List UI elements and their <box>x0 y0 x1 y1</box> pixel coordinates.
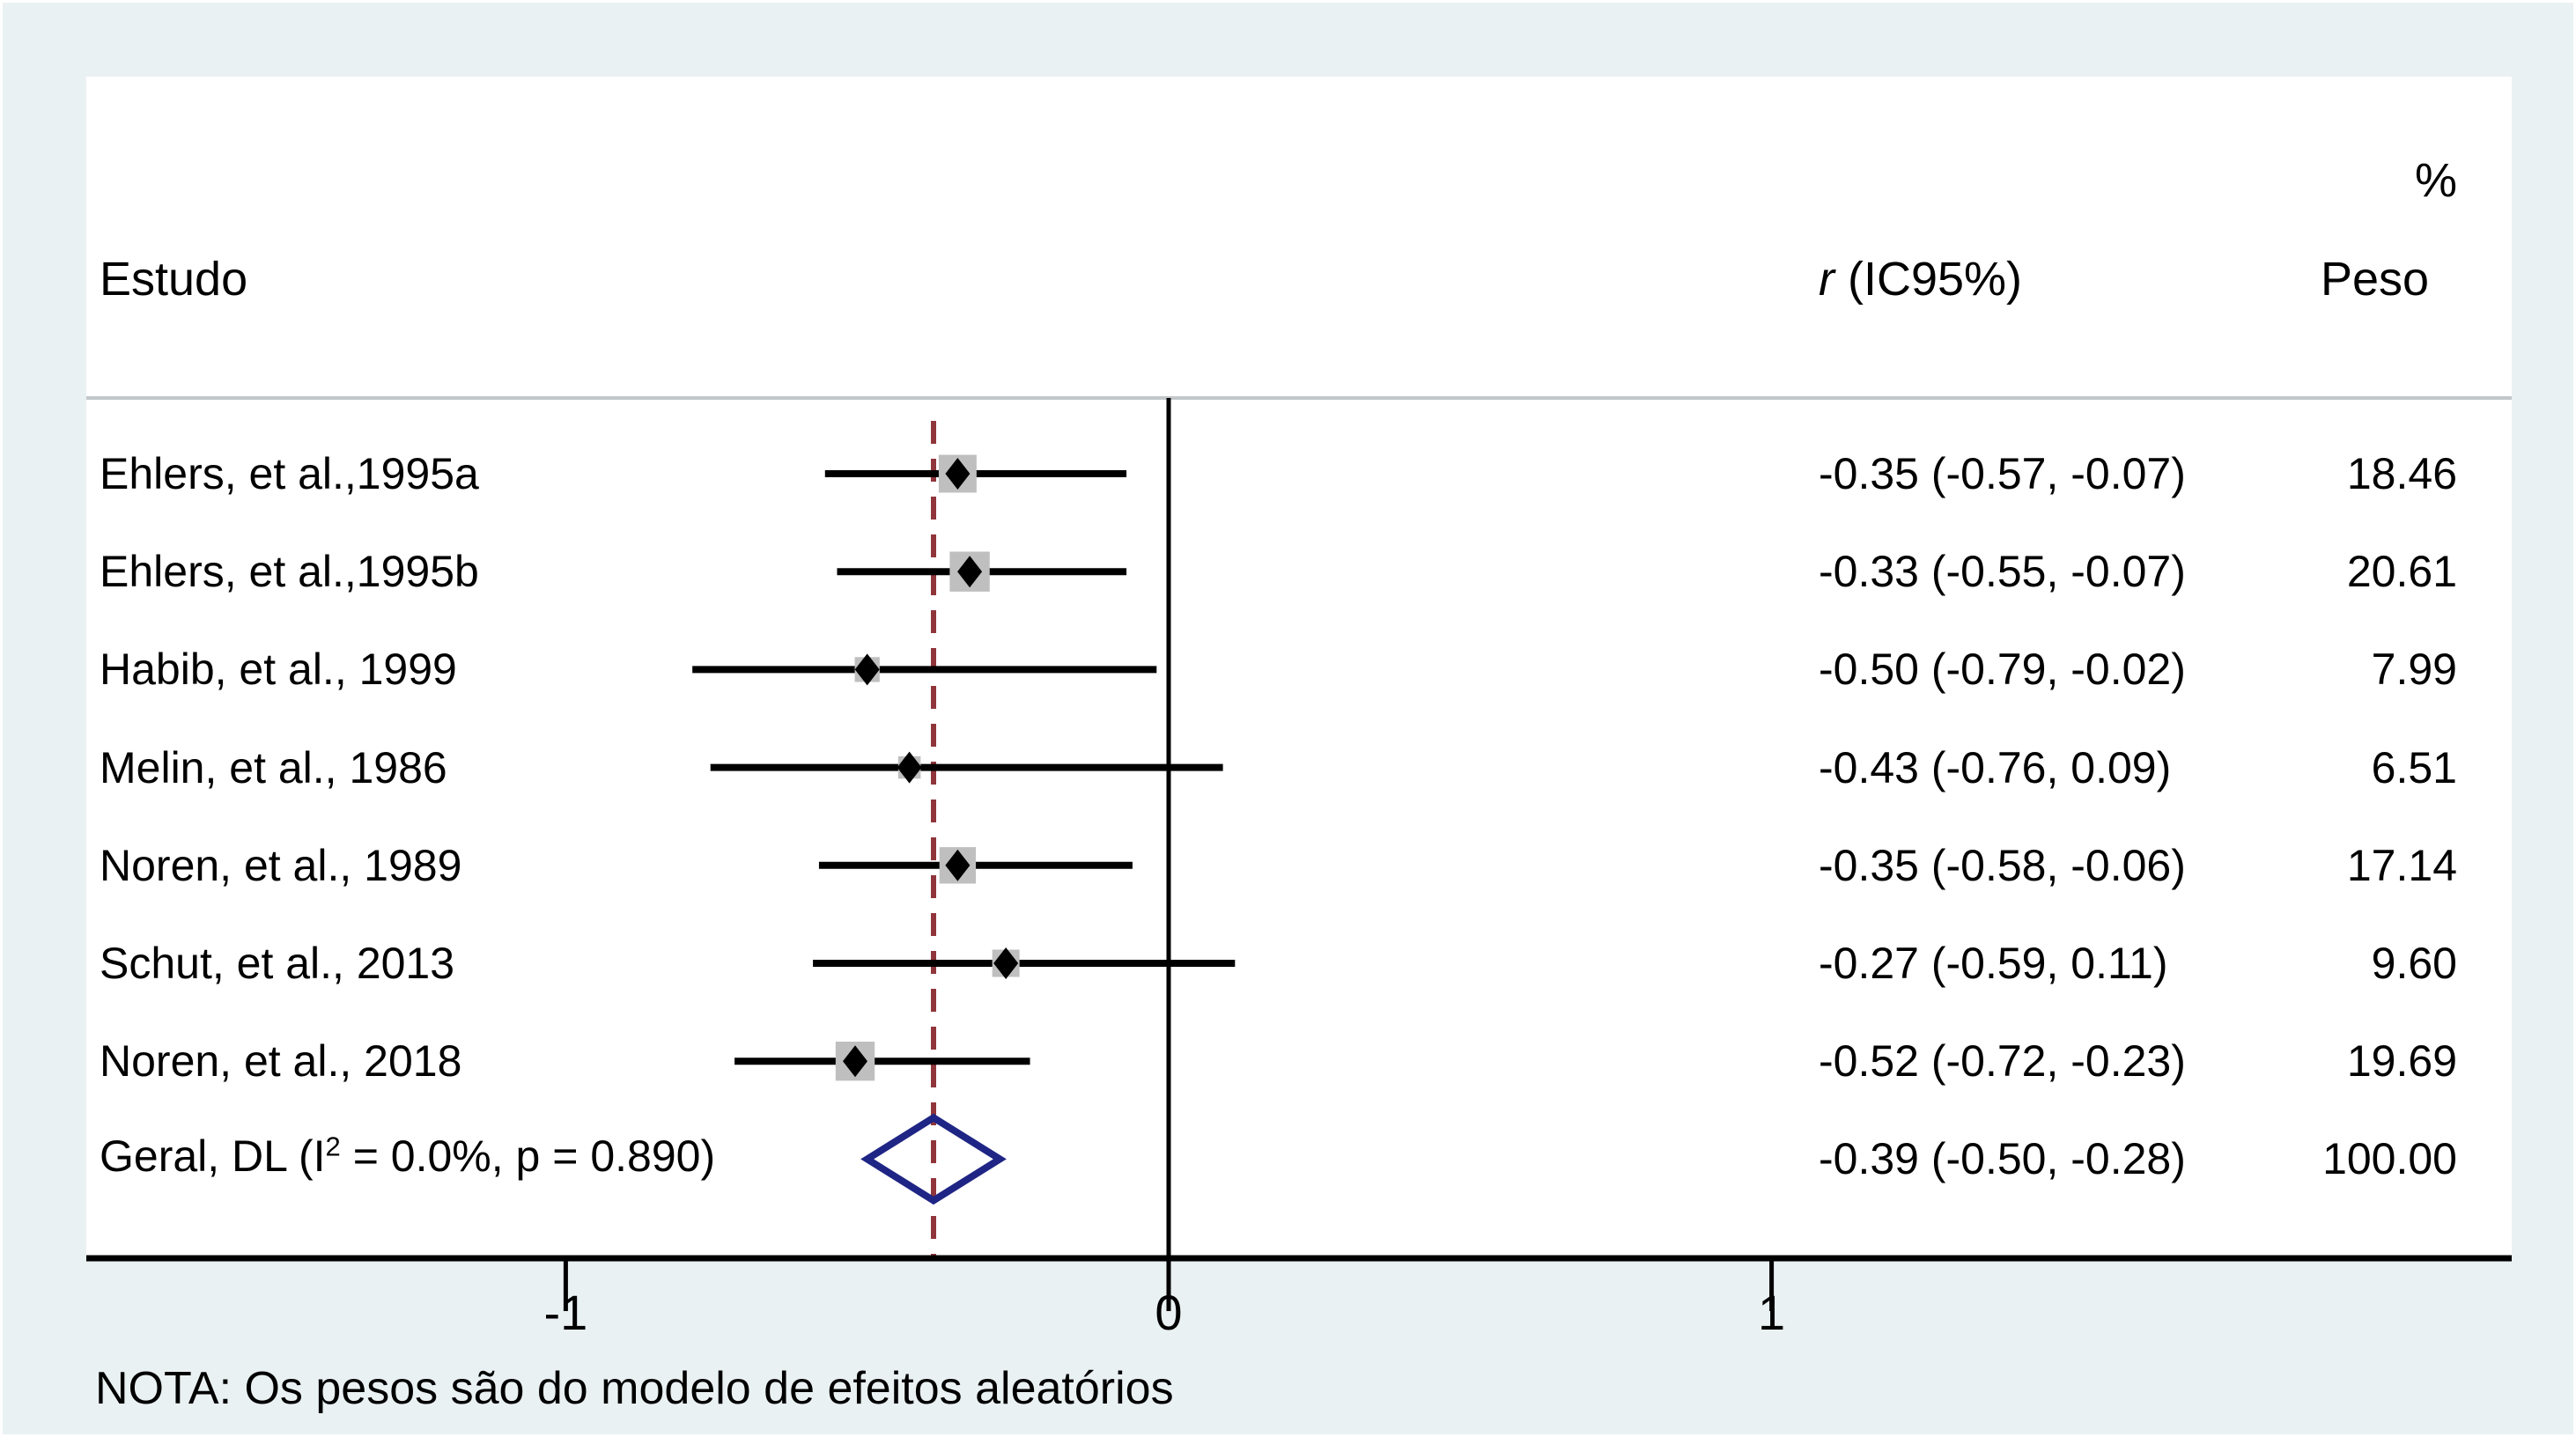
study-label: Melin, et al., 1986 <box>100 742 447 792</box>
estimate-ci-value: -0.50 (-0.79, -0.02) <box>1819 645 2186 695</box>
column-header-effect-rest: (IC95%) <box>1834 253 2023 306</box>
estimate-ci-value: -0.35 (-0.58, -0.06) <box>1819 840 2186 890</box>
weight-value: 19.69 <box>2346 1036 2457 1087</box>
weight-value: 20.61 <box>2346 547 2457 597</box>
study-label: Noren, et al., 2018 <box>100 1036 462 1087</box>
column-header-percent: % <box>2414 154 2457 207</box>
point-estimate-marker <box>957 556 983 588</box>
study-label: Habib, et al., 1999 <box>100 645 457 695</box>
column-header-effect-italic-r: r <box>1819 253 1834 306</box>
x-axis-tick-label: 1 <box>1758 1285 1786 1340</box>
estimate-ci-value: -0.33 (-0.55, -0.07) <box>1819 547 2186 597</box>
study-label: Noren, et al., 1989 <box>100 840 462 890</box>
overall-row-label: Geral, DL (I2 = 0.0%, p = 0.890) <box>100 1131 715 1182</box>
x-axis-tick-label: 0 <box>1155 1285 1183 1340</box>
overall-diamond <box>860 1113 1007 1205</box>
point-estimate-marker <box>854 653 880 686</box>
point-estimate-marker <box>993 947 1019 979</box>
weight-value: 17.14 <box>2346 840 2457 890</box>
estimate-ci-value: -0.27 (-0.59, 0.11) <box>1819 939 2168 988</box>
header-separator-line <box>86 396 2512 400</box>
point-estimate-marker <box>945 458 971 490</box>
estimate-ci-value: -0.43 (-0.76, 0.09) <box>1819 742 2172 792</box>
x-axis-tick-label: -1 <box>543 1285 588 1340</box>
weight-value: 6.51 <box>2371 742 2457 792</box>
column-header-effect: r (IC95%) <box>1819 254 2022 305</box>
weight-value: 7.99 <box>2371 645 2457 695</box>
column-header-weight: Peso <box>2321 253 2430 306</box>
estimate-ci-value: -0.52 (-0.72, -0.23) <box>1819 1036 2186 1087</box>
weight-value: 9.60 <box>2371 939 2457 988</box>
overall-weight-value: 100.00 <box>2322 1134 2457 1184</box>
point-estimate-marker <box>897 751 922 784</box>
overall-label-pre: Geral, DL (I <box>100 1131 326 1182</box>
plot-panel <box>86 77 2512 1261</box>
point-estimate-marker <box>945 849 971 881</box>
overall-label-sup: 2 <box>325 1131 341 1162</box>
study-label: Ehlers, et al.,1995a <box>100 449 479 498</box>
footnote: NOTA: Os pesos são do modelo de efeitos … <box>95 1363 1174 1414</box>
overall-label-post: = 0.0%, p = 0.890) <box>340 1131 716 1182</box>
estimate-ci-value: -0.35 (-0.57, -0.07) <box>1819 449 2186 498</box>
study-label: Ehlers, et al.,1995b <box>100 547 479 597</box>
study-label: Schut, et al., 2013 <box>100 939 455 988</box>
point-estimate-marker <box>843 1045 868 1078</box>
overall-estimate-ci-value: -0.39 (-0.50, -0.28) <box>1819 1134 2186 1184</box>
weight-value: 18.46 <box>2346 449 2457 498</box>
column-header-study: Estudo <box>100 253 248 306</box>
